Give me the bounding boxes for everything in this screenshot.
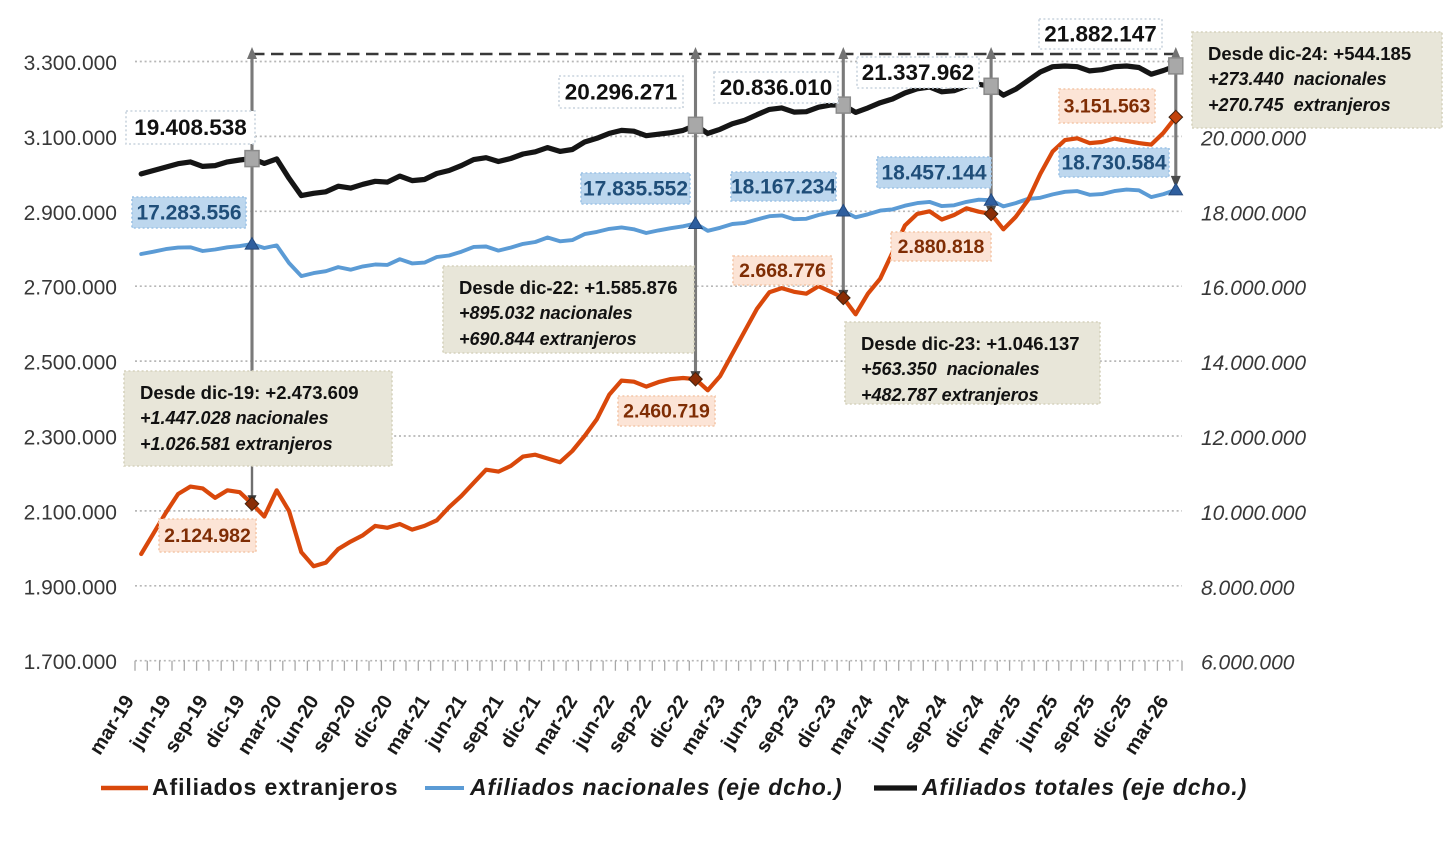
svg-text:+1.026.581 extranjeros: +1.026.581 extranjeros	[140, 434, 333, 454]
svg-text:+482.787 extranjeros: +482.787 extranjeros	[861, 385, 1039, 405]
svg-text:17.835.552: 17.835.552	[583, 178, 688, 201]
svg-text:19.408.538: 19.408.538	[134, 115, 247, 140]
svg-text:Afiliados totales (eje dcho.): Afiliados totales (eje dcho.)	[921, 774, 1247, 800]
svg-text:2.668.776: 2.668.776	[739, 260, 826, 282]
svg-text:3.100.000: 3.100.000	[24, 127, 117, 150]
svg-text:+563.350 nacionales: +563.350 nacionales	[861, 359, 1040, 379]
svg-text:2.880.818: 2.880.818	[898, 236, 985, 258]
svg-text:+1.447.028 nacionales: +1.447.028 nacionales	[140, 408, 329, 428]
svg-text:17.283.556: 17.283.556	[136, 202, 241, 225]
svg-text:Desde dic-19: +2.473.609: Desde dic-19: +2.473.609	[140, 382, 359, 403]
svg-text:2.300.000: 2.300.000	[24, 427, 117, 450]
svg-text:12.000.000: 12.000.000	[1201, 427, 1306, 450]
svg-text:20.296.271: 20.296.271	[565, 80, 678, 105]
svg-text:16.000.000: 16.000.000	[1201, 277, 1306, 300]
svg-text:+270.745 extranjeros: +270.745 extranjeros	[1208, 95, 1391, 115]
svg-text:2.124.982: 2.124.982	[164, 525, 251, 547]
svg-text:2.100.000: 2.100.000	[24, 501, 117, 524]
svg-text:18.167.234: 18.167.234	[731, 176, 836, 199]
svg-text:8.000.000: 8.000.000	[1201, 577, 1295, 600]
svg-text:20.000.000: 20.000.000	[1200, 127, 1306, 150]
svg-text:21.337.962: 21.337.962	[862, 60, 975, 85]
svg-text:6.000.000: 6.000.000	[1201, 652, 1295, 675]
svg-text:3.151.563: 3.151.563	[1064, 96, 1151, 118]
svg-text:2.460.719: 2.460.719	[623, 401, 710, 423]
svg-text:+690.844 extranjeros: +690.844 extranjeros	[459, 329, 637, 349]
svg-text:2.900.000: 2.900.000	[24, 202, 117, 225]
svg-text:20.836.010: 20.836.010	[720, 75, 833, 100]
svg-text:18.730.584: 18.730.584	[1061, 152, 1166, 175]
svg-text:18.000.000: 18.000.000	[1201, 202, 1306, 225]
svg-text:21.882.147: 21.882.147	[1044, 22, 1157, 47]
svg-text:+273.440 nacionales: +273.440 nacionales	[1208, 69, 1387, 89]
svg-text:3.300.000: 3.300.000	[24, 52, 117, 75]
svg-text:Desde dic-22: +1.585.876: Desde dic-22: +1.585.876	[459, 277, 678, 298]
svg-text:18.457.144: 18.457.144	[881, 162, 986, 185]
svg-text:10.000.000: 10.000.000	[1201, 502, 1306, 525]
svg-text:2.500.000: 2.500.000	[24, 352, 117, 375]
svg-text:Afiliados extranjeros: Afiliados extranjeros	[152, 774, 398, 800]
svg-text:Desde dic-24: +544.185: Desde dic-24: +544.185	[1208, 43, 1411, 64]
svg-text:14.000.000: 14.000.000	[1201, 352, 1306, 375]
svg-text:1.700.000: 1.700.000	[24, 651, 117, 674]
svg-text:2.700.000: 2.700.000	[24, 277, 117, 300]
svg-text:+895.032 nacionales: +895.032 nacionales	[459, 303, 633, 323]
svg-text:Desde dic-23: +1.046.137: Desde dic-23: +1.046.137	[861, 333, 1080, 354]
svg-text:Afiliados nacionales (eje dcho: Afiliados nacionales (eje dcho.)	[469, 774, 843, 800]
svg-text:1.900.000: 1.900.000	[24, 576, 117, 599]
